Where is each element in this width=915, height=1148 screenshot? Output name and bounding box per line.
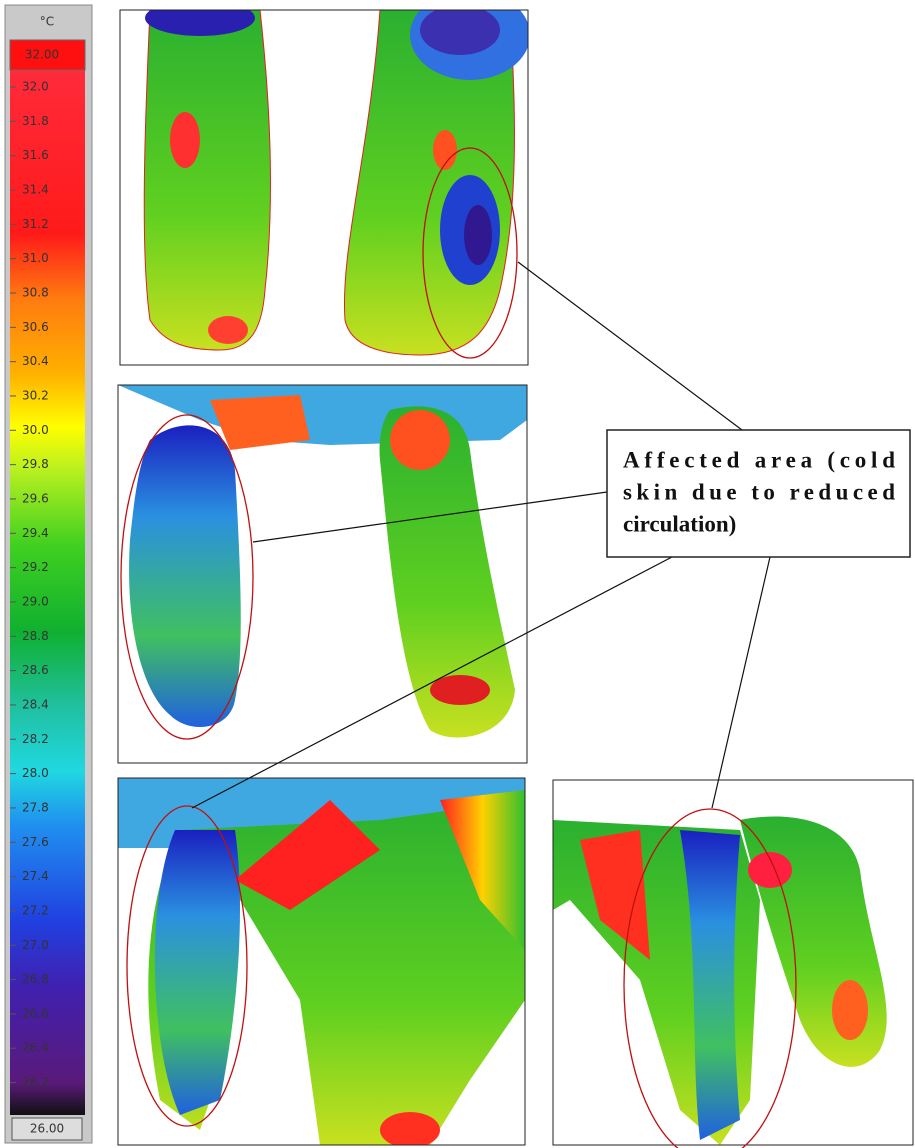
thermal-panel — [118, 778, 525, 1148]
tick-label: 31.2 — [22, 217, 49, 231]
figure: °C 32.00 26.00 32.0 31.8 31.6 31.4 31.2 31.0 3… — [0, 0, 915, 1148]
tick-label: 30.2 — [22, 388, 49, 402]
tick-label: 27.0 — [22, 938, 49, 952]
tick-label: 27.2 — [22, 903, 49, 917]
tick-label: 28.0 — [22, 766, 49, 780]
tick-label: 30.0 — [22, 423, 49, 437]
tick-label: 30.8 — [22, 285, 49, 299]
thermal-panel — [553, 780, 913, 1145]
max-label: 32.00 — [25, 48, 59, 62]
unit-label: °C — [40, 15, 54, 29]
tick-label: 26.2 — [22, 1075, 49, 1089]
tick-label: 29.2 — [22, 560, 49, 574]
colorbar — [10, 40, 85, 1115]
tick-label: 29.8 — [22, 457, 49, 471]
tick-label: 28.6 — [22, 663, 49, 677]
tick-label: 28.2 — [22, 732, 49, 746]
tick-label: 29.0 — [22, 594, 49, 608]
tick-label: 30.4 — [22, 354, 49, 368]
tick-label: 26.8 — [22, 972, 49, 986]
min-label: 26.00 — [30, 1122, 64, 1136]
tick-label: 31.4 — [22, 182, 49, 196]
tick-label: 27.4 — [22, 869, 49, 883]
tick-label: 29.6 — [22, 491, 49, 505]
tick-label: 31.8 — [22, 114, 49, 128]
thermal-panel — [118, 385, 527, 763]
tick-label: 28.4 — [22, 697, 49, 711]
tick-label: 32.0 — [22, 80, 49, 94]
thermal-figure: °C 32.00 26.00 32.0 31.8 31.6 31.4 31.2 31.0 3… — [0, 0, 915, 1148]
tick-label: 26.6 — [22, 1006, 49, 1020]
tick-label: 30.6 — [22, 320, 49, 334]
callout-text: Affected area (cold — [623, 447, 895, 472]
thermal-panel — [120, 0, 530, 365]
tick-label: 31.6 — [22, 148, 49, 162]
tick-label: 28.8 — [22, 629, 49, 643]
callout-text: circulation) — [623, 511, 736, 536]
tick-label: 27.8 — [22, 800, 49, 814]
tick-label: 29.4 — [22, 526, 49, 540]
tick-label: 27.6 — [22, 835, 49, 849]
tick-label: 31.0 — [22, 251, 49, 265]
tick-label: 26.4 — [22, 1041, 49, 1055]
